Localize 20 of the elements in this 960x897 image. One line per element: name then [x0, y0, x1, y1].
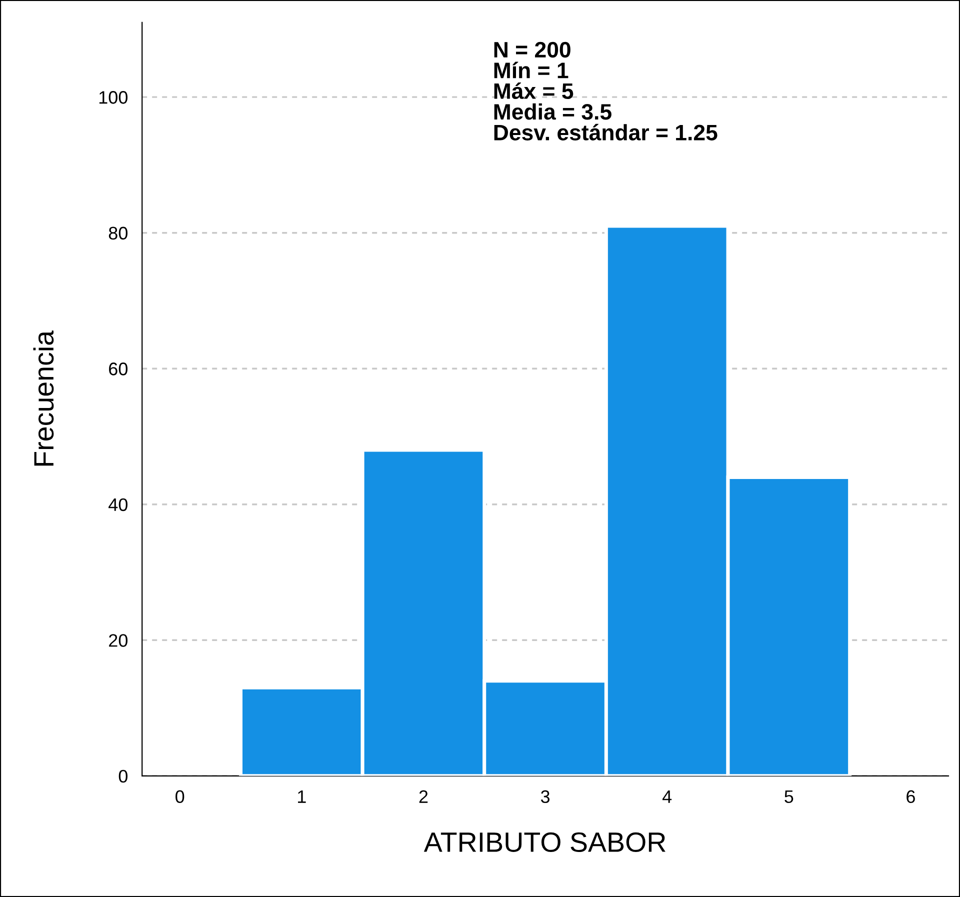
- x-tick-label: 3: [540, 790, 550, 804]
- y-tick-label: 40: [108, 498, 128, 512]
- x-tick-label: 2: [419, 790, 428, 803]
- x-tick-label: 6: [906, 790, 915, 804]
- annotation: N = 200: [494, 42, 570, 58]
- y-tick-label: 80: [108, 226, 128, 240]
- y-axis-title: Frecuencia: [33, 330, 54, 466]
- x-tick-label: 0: [176, 790, 184, 804]
- x-tick-label: 4: [662, 790, 672, 803]
- annotation: Desv. estándar = 1.25: [494, 124, 718, 140]
- annotation: Máx = 5: [494, 82, 574, 100]
- x-tick-label: 1: [298, 790, 306, 803]
- x-axis-title: ATRIBUTO SABOR: [424, 832, 666, 852]
- y-tick-label: 0: [118, 770, 128, 783]
- y-tick-label: 100: [99, 91, 128, 104]
- y-tick-label: 20: [109, 634, 128, 647]
- x-tick-label: 5: [784, 790, 794, 804]
- annotation: Media = 3.5: [494, 103, 612, 120]
- annotation: Mín = 1: [494, 62, 568, 78]
- y-tick-label: 60: [109, 362, 128, 376]
